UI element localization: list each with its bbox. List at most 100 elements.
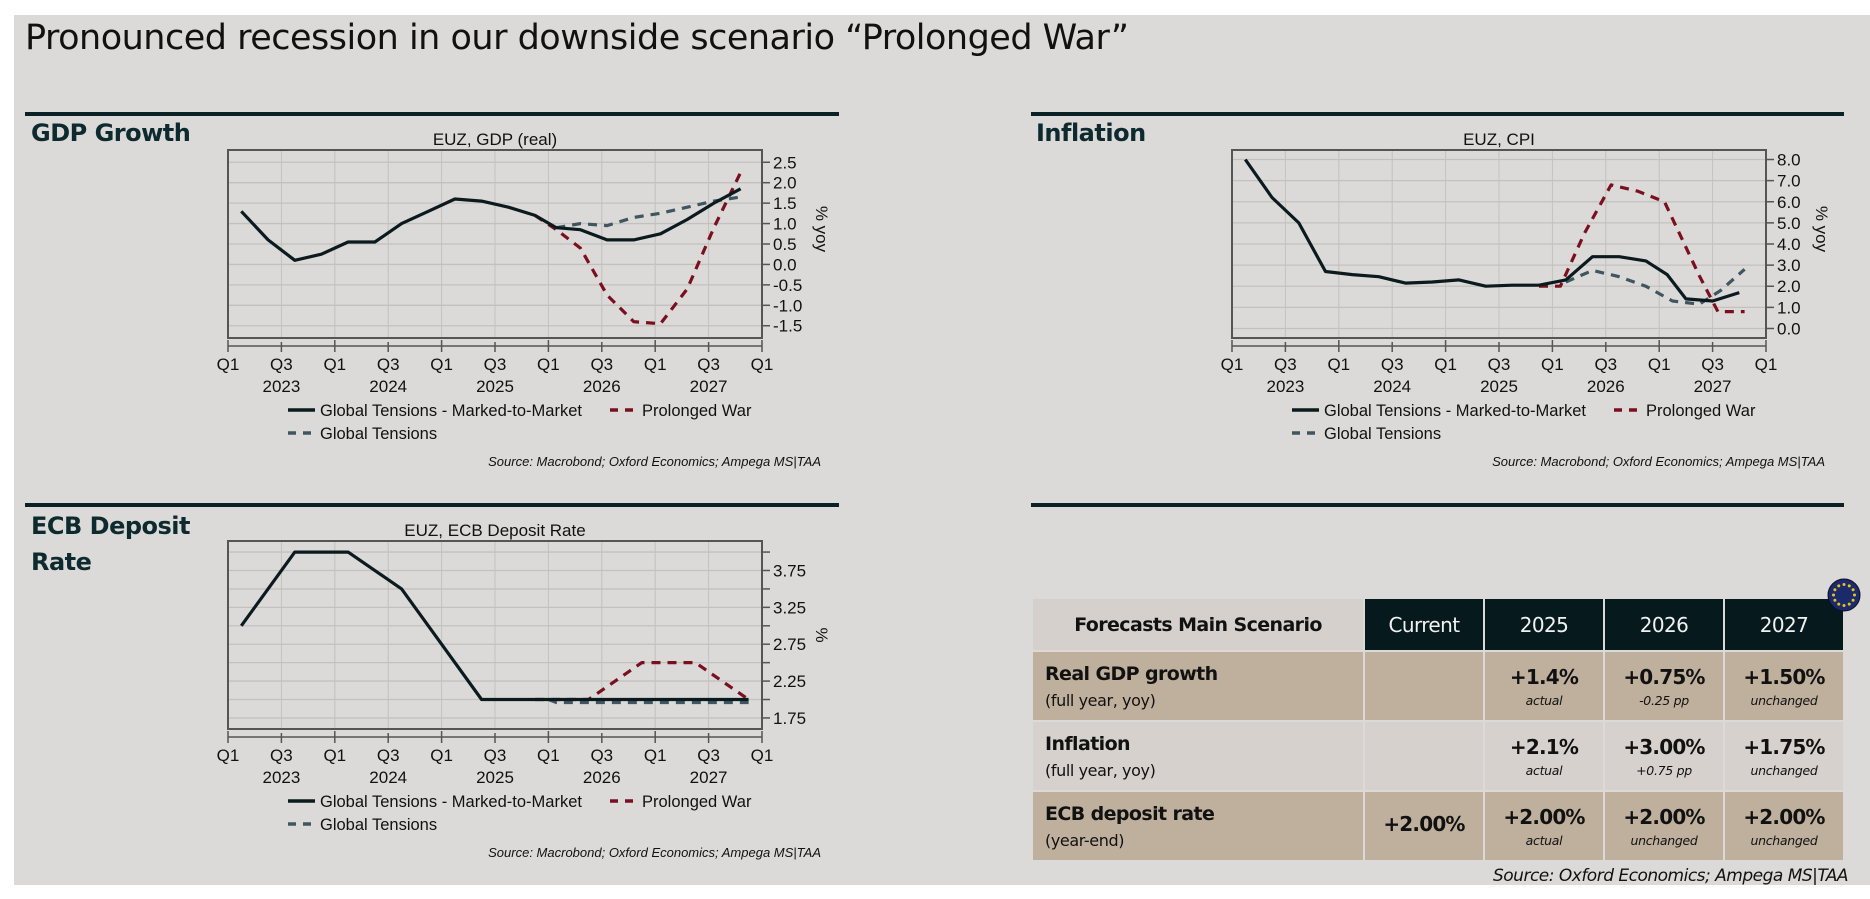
- x-year-label: 2025: [1480, 377, 1518, 396]
- chart-title: EUZ, ECB Deposit Rate: [404, 521, 585, 540]
- x-tick-label: Q3: [1274, 355, 1297, 374]
- series-line-marked-to-market: [240, 187, 742, 262]
- cell-value: +1.50%: [1743, 664, 1825, 689]
- flag-star: [1833, 598, 1837, 602]
- x-tick-label: Q1: [1434, 355, 1457, 374]
- cell-2027: +2.00% unchanged: [1725, 792, 1843, 860]
- legend-label-marked-to-market: Global Tensions - Marked-to-Market: [1324, 402, 1586, 420]
- cell-2025: +1.4% actual: [1485, 652, 1603, 720]
- y-tick-label: 7.0: [1777, 172, 1801, 191]
- y-tick-label: 2.75: [773, 635, 806, 654]
- chart-title: EUZ, GDP (real): [433, 130, 557, 149]
- row-sublabel: (full year, yoy): [1045, 760, 1156, 780]
- y-tick-label: 2.0: [773, 174, 797, 193]
- flag-star: [1853, 593, 1856, 597]
- y-tick-label: 6.0: [1777, 193, 1801, 212]
- y-tick-label: 1.5: [773, 194, 797, 213]
- chart-source: Source: Macrobond; Oxford Economics; Amp…: [1492, 454, 1825, 469]
- chart-source: Source: Macrobond; Oxford Economics; Amp…: [488, 454, 821, 469]
- x-tick-label: Q1: [537, 746, 560, 765]
- cell-2027: +1.50% unchanged: [1725, 652, 1843, 720]
- x-year-label: 2025: [476, 377, 514, 396]
- section-rule-inflation: [1031, 112, 1844, 116]
- series-line-prolonged-war: [1539, 183, 1745, 314]
- x-tick-label: Q1: [751, 355, 774, 374]
- x-tick-label: Q1: [1648, 355, 1671, 374]
- x-year-label: 2024: [369, 768, 407, 787]
- chart-gdp: EUZ, GDP (real)2.52.01.51.00.50.0-0.5-1.…: [217, 130, 831, 469]
- legend-label-marked-to-market: Global Tensions - Marked-to-Market: [320, 402, 582, 420]
- y-tick-label: 1.0: [773, 215, 797, 234]
- flag-star: [1851, 598, 1855, 602]
- legend-label-prolonged-war: Prolonged War: [642, 793, 752, 811]
- x-tick-label: Q3: [590, 355, 613, 374]
- y-tick-label: 1.0: [1777, 298, 1801, 317]
- x-tick-label: Q3: [590, 746, 613, 765]
- x-tick-label: Q3: [1488, 355, 1511, 374]
- x-tick-label: Q1: [1541, 355, 1564, 374]
- column-header-2026: 2026: [1605, 599, 1723, 650]
- legend-label-prolonged-war: Prolonged War: [1646, 402, 1756, 420]
- y-tick-label: 0.0: [1777, 319, 1801, 338]
- table-row-inflation: Inflation (full year, yoy) +2.1% actual +…: [1033, 722, 1843, 790]
- cell-current: [1365, 652, 1483, 720]
- cell-2025: +2.00% actual: [1485, 792, 1603, 860]
- row-label-cell: ECB deposit rate (year-end): [1033, 792, 1363, 860]
- row-label-cell: Real GDP growth (full year, yoy): [1033, 652, 1363, 720]
- y-axis-title: %: [812, 627, 831, 642]
- page-title: Pronounced recession in our downside sce…: [25, 18, 1129, 58]
- x-tick-label: Q3: [270, 746, 293, 765]
- series-line-prolonged-war: [534, 171, 743, 326]
- row-label-cell: Inflation (full year, yoy): [1033, 722, 1363, 790]
- section-title-gdp: GDP Growth: [31, 119, 191, 147]
- plot-frame: [227, 540, 763, 730]
- legend-label-prolonged-war: Prolonged War: [642, 402, 752, 420]
- y-tick-label: 1.75: [773, 709, 806, 728]
- series-line-global-tensions: [1565, 268, 1746, 306]
- forecast-table-title: Forecasts Main Scenario: [1033, 599, 1363, 650]
- eu-flag-icon: [1827, 578, 1861, 612]
- cell-value: +2.00%: [1383, 812, 1465, 836]
- x-year-label: 2023: [262, 768, 300, 787]
- y-tick-label: 0.0: [773, 255, 797, 274]
- y-tick-label: 5.0: [1777, 214, 1801, 233]
- cell-2026: +0.75% -0.25 pp: [1605, 652, 1723, 720]
- x-tick-label: Q3: [377, 746, 400, 765]
- series-line-marked-to-market: [240, 550, 749, 702]
- flag-star: [1832, 593, 1835, 597]
- x-tick-label: Q3: [270, 355, 293, 374]
- x-year-label: 2026: [583, 377, 621, 396]
- cell-note: +0.75 pp: [1636, 762, 1692, 778]
- x-year-label: 2023: [1266, 377, 1304, 396]
- chart-inflation: EUZ, CPI 8.0 7.0 6.0 5.0 4.0 3.0 2.0 1.0 0.0 % yoy…: [1221, 130, 1831, 469]
- cell-value: +2.00%: [1743, 804, 1825, 829]
- chart-ecb: EUZ, ECB Deposit Rate 3.75 3.25 2.75 2.25 1.7…: [217, 521, 831, 860]
- cell-note: actual: [1525, 832, 1563, 848]
- cell-current: [1365, 722, 1483, 790]
- row-sublabel: (full year, yoy): [1045, 690, 1156, 710]
- x-tick-label: Q1: [217, 355, 240, 374]
- chart-source: Source: Macrobond; Oxford Economics; Amp…: [488, 845, 821, 860]
- row-label: Inflation: [1045, 732, 1131, 755]
- x-tick-label: Q1: [217, 746, 240, 765]
- series-line-marked-to-market: [1243, 158, 1740, 303]
- cell-value: +0.75%: [1623, 664, 1705, 689]
- x-tick-label: Q3: [377, 355, 400, 374]
- column-header-current: Current: [1365, 599, 1483, 650]
- x-year-label: 2024: [369, 377, 407, 396]
- x-tick-label: Q1: [1221, 355, 1244, 374]
- flag-star: [1837, 584, 1841, 588]
- cell-value: +2.00%: [1623, 804, 1705, 829]
- cell-2026: +2.00% unchanged: [1605, 792, 1723, 860]
- cell-value: +1.4%: [1509, 664, 1579, 689]
- section-rule-ecb: [25, 503, 839, 507]
- forecast-table-header-row: Forecasts Main Scenario Current 2025 202…: [1033, 599, 1843, 650]
- flag-star: [1847, 602, 1851, 606]
- x-year-label: 2027: [690, 768, 728, 787]
- cell-note: actual: [1525, 692, 1563, 708]
- cell-note: unchanged: [1750, 832, 1818, 848]
- cell-2026: +3.00% +0.75 pp: [1605, 722, 1723, 790]
- y-tick-label: -1.5: [773, 317, 802, 336]
- y-tick-label: 4.0: [1777, 235, 1801, 254]
- cell-2025: +2.1% actual: [1485, 722, 1603, 790]
